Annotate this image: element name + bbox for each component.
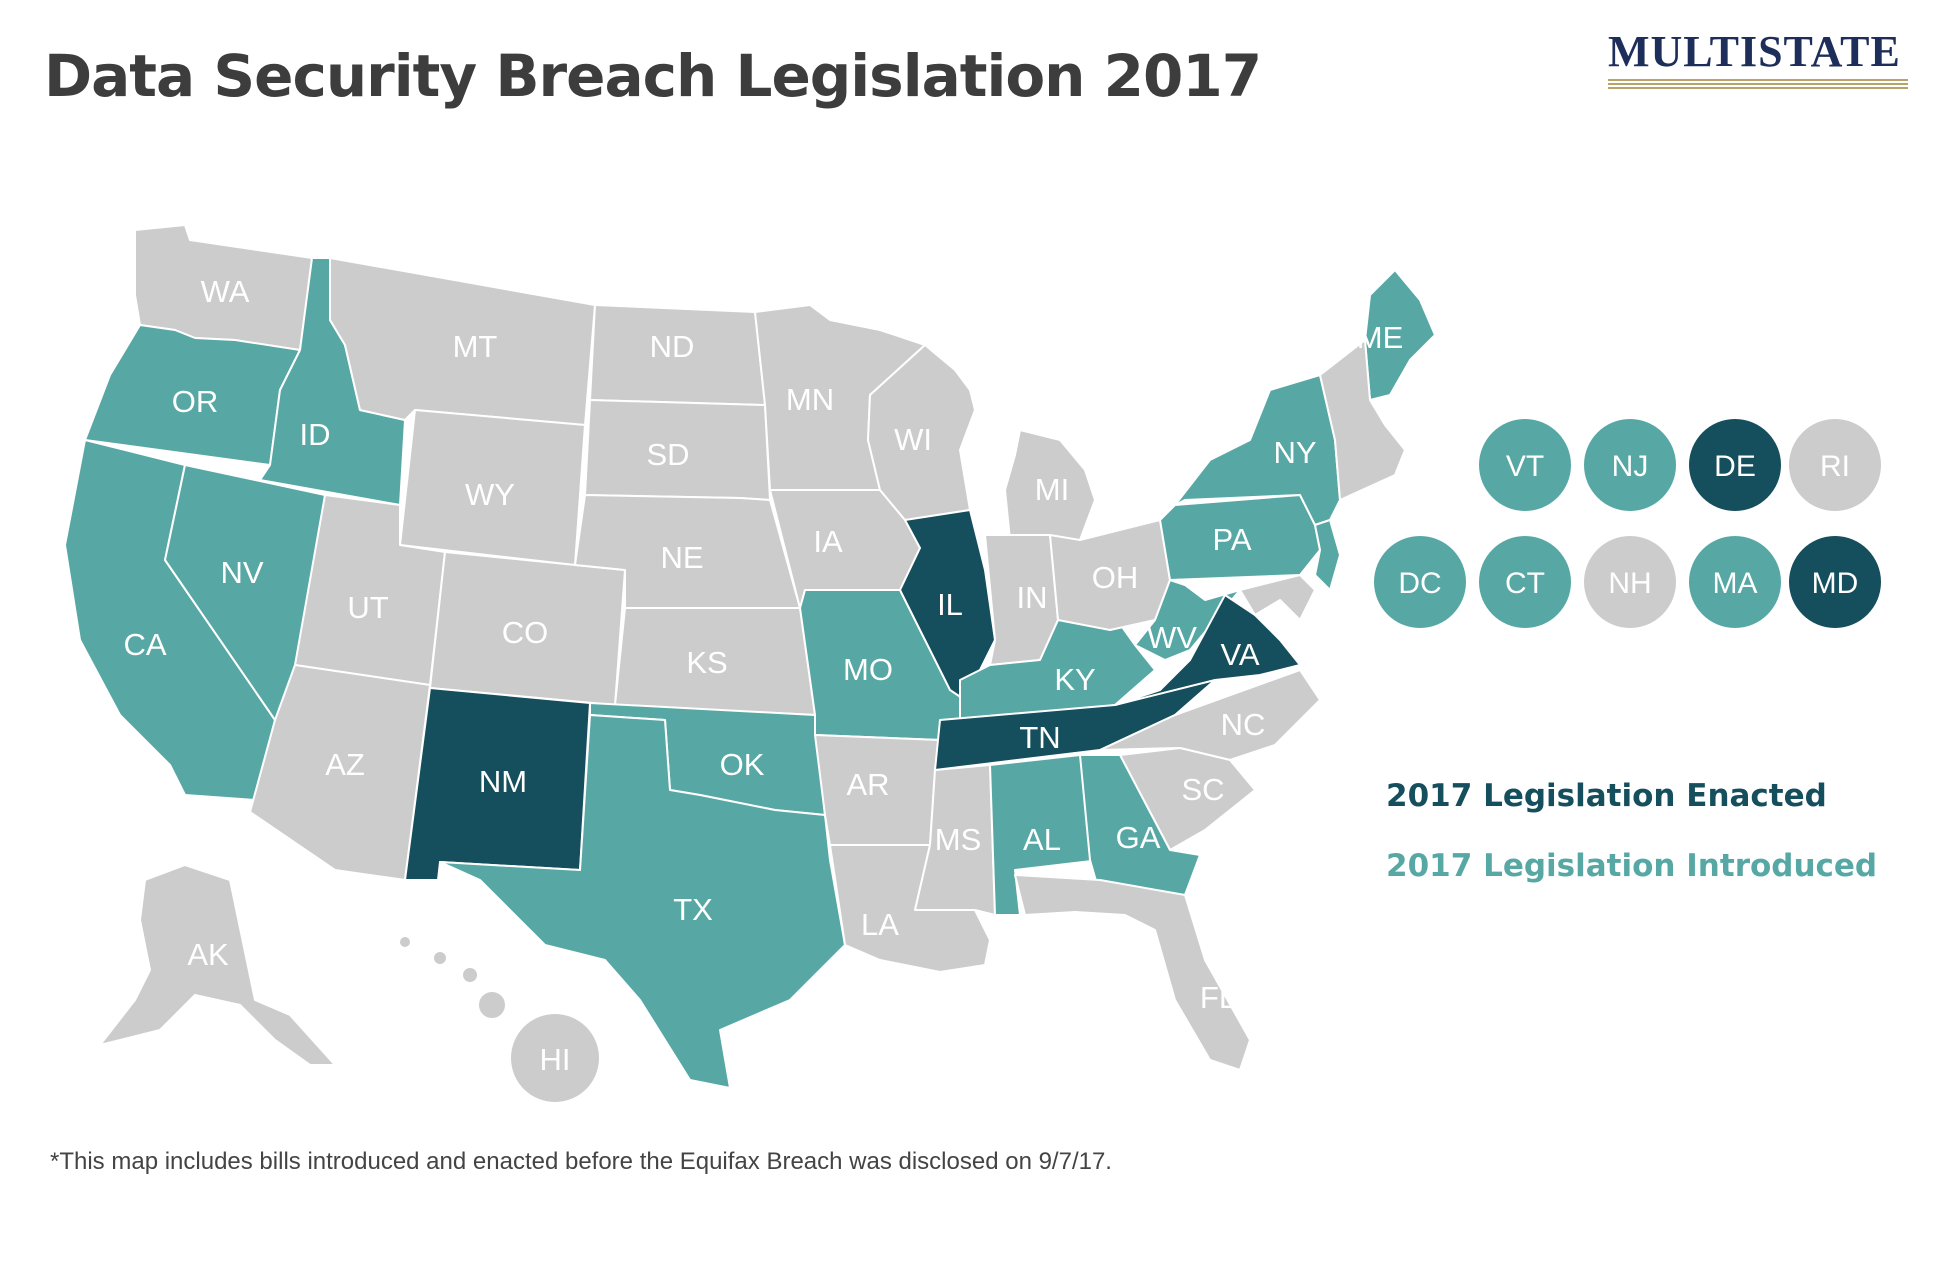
small-state-circle-nj[interactable]: [1584, 419, 1676, 511]
small-state-label-ct: CT: [1505, 567, 1545, 600]
small-state-label-dc: DC: [1398, 567, 1441, 600]
label-mo: MO: [843, 652, 893, 687]
label-ny: NY: [1273, 435, 1316, 470]
small-state-circle-md[interactable]: [1789, 536, 1881, 628]
multistate-logo: MULTISTATE: [1608, 28, 1908, 90]
small-state-label-vt: VT: [1506, 450, 1544, 483]
label-ks: KS: [686, 645, 727, 680]
state-wi[interactable]: [867, 344, 976, 521]
label-or: OR: [172, 384, 219, 419]
label-fl: FL: [1200, 980, 1236, 1015]
footnote: *This map includes bills introduced and …: [50, 1148, 1112, 1175]
small-state-label-nh: NH: [1608, 567, 1651, 600]
map-title: Data Security Breach Legislation 2017: [44, 42, 1262, 110]
small-state-label-nj: NJ: [1612, 450, 1649, 483]
state-mt[interactable]: [329, 257, 596, 426]
small-state-label-de: DE: [1714, 450, 1756, 483]
label-me: ME: [1357, 320, 1404, 355]
label-nc: NC: [1221, 707, 1266, 742]
state-nj-shape[interactable]: [1314, 519, 1341, 591]
logo-wordmark: MULTISTATE: [1608, 27, 1901, 76]
label-al: AL: [1023, 822, 1061, 857]
label-az: AZ: [325, 747, 365, 782]
label-ga: GA: [1116, 820, 1161, 855]
state-hi[interactable]: [398, 935, 601, 1104]
small-state-circle-ct[interactable]: [1479, 536, 1571, 628]
state-ak[interactable]: [99, 864, 336, 1066]
small-state-circle-ma[interactable]: [1689, 536, 1781, 628]
legend-enacted: 2017 Legislation Enacted: [1386, 778, 1827, 814]
label-tx: TX: [673, 892, 713, 927]
small-state-circle-dc[interactable]: [1374, 536, 1466, 628]
logo-underline: [1608, 79, 1908, 89]
state-az[interactable]: [249, 664, 431, 881]
label-la: LA: [861, 907, 899, 942]
state-new-england[interactable]: [1319, 339, 1406, 501]
label-ak: AK: [187, 937, 229, 972]
label-id: ID: [300, 417, 331, 452]
label-ar: AR: [846, 767, 889, 802]
label-sc: SC: [1181, 772, 1224, 807]
label-in: IN: [1017, 580, 1048, 615]
state-va[interactable]: [1114, 594, 1301, 706]
label-hi: HI: [540, 1042, 571, 1077]
small-state-circles: VT NJ DE RI DC CT NH MA MD: [1374, 419, 1881, 628]
state-tx[interactable]: [439, 714, 846, 1089]
label-pa: PA: [1212, 522, 1251, 557]
label-ut: UT: [347, 590, 388, 625]
label-ky: KY: [1054, 662, 1095, 697]
small-state-circle-nh[interactable]: [1584, 536, 1676, 628]
label-mn: MN: [786, 382, 834, 417]
label-co: CO: [502, 615, 549, 650]
state-ga[interactable]: [1079, 754, 1201, 896]
small-state-label-ma: MA: [1713, 567, 1758, 600]
small-state-circle-ri[interactable]: [1789, 419, 1881, 511]
label-wy: WY: [465, 477, 515, 512]
state-md-shape[interactable]: [1239, 574, 1316, 621]
legend-introduced: 2017 Legislation Introduced: [1386, 848, 1878, 884]
small-state-circle-de[interactable]: [1689, 419, 1781, 511]
label-mi: MI: [1035, 472, 1069, 507]
label-wv: WV: [1147, 620, 1197, 655]
label-ok: OK: [720, 747, 765, 782]
state-il[interactable]: [899, 509, 996, 701]
small-state-label-ri: RI: [1820, 450, 1850, 483]
label-ne: NE: [660, 540, 703, 575]
label-tn: TN: [1019, 720, 1060, 755]
label-wa: WA: [201, 274, 250, 309]
label-nd: ND: [650, 329, 695, 364]
label-mt: MT: [453, 329, 498, 364]
label-ms: MS: [935, 822, 982, 857]
state-fl[interactable]: [1014, 874, 1251, 1071]
label-ia: IA: [813, 524, 843, 559]
label-oh: OH: [1092, 560, 1139, 595]
small-state-label-md: MD: [1812, 567, 1859, 600]
label-va: VA: [1220, 637, 1259, 672]
label-ca: CA: [123, 627, 166, 662]
label-nm: NM: [479, 764, 527, 799]
small-state-circle-vt[interactable]: [1479, 419, 1571, 511]
label-nv: NV: [220, 555, 263, 590]
label-il: IL: [937, 587, 963, 622]
label-wi: WI: [894, 422, 932, 457]
label-sd: SD: [646, 437, 689, 472]
